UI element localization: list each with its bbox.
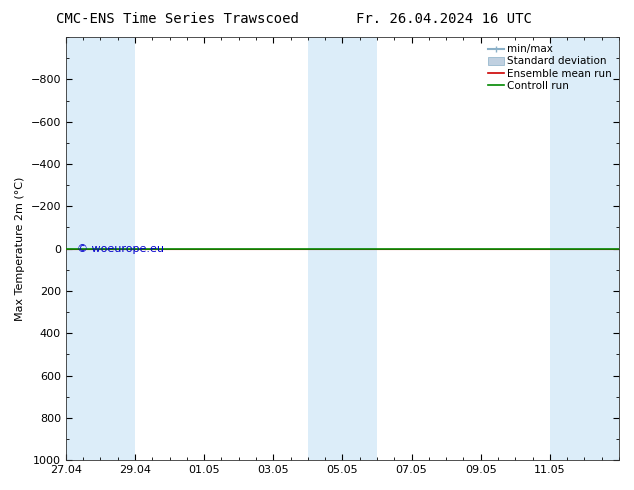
Text: Fr. 26.04.2024 16 UTC: Fr. 26.04.2024 16 UTC bbox=[356, 12, 532, 26]
Bar bbox=[550, 37, 619, 460]
Bar bbox=[66, 37, 135, 460]
Y-axis label: Max Temperature 2m (°C): Max Temperature 2m (°C) bbox=[15, 176, 25, 321]
Legend: min/max, Standard deviation, Ensemble mean run, Controll run: min/max, Standard deviation, Ensemble me… bbox=[486, 42, 614, 93]
Text: © woeurope.eu: © woeurope.eu bbox=[77, 245, 164, 254]
Bar bbox=[308, 37, 377, 460]
Text: CMC-ENS Time Series Trawscoed: CMC-ENS Time Series Trawscoed bbox=[56, 12, 299, 26]
